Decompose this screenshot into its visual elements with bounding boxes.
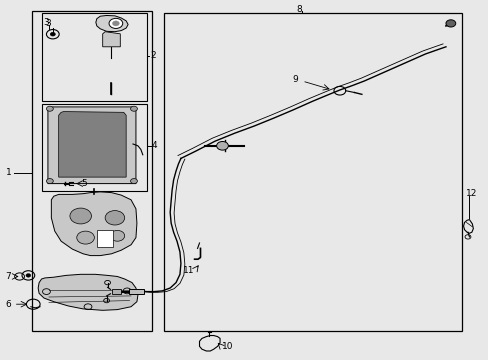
Text: 11: 11 [183,266,194,275]
Circle shape [70,208,91,224]
Circle shape [445,20,455,27]
Polygon shape [48,107,136,184]
Text: 6: 6 [5,300,11,309]
Text: 8: 8 [296,4,302,13]
Circle shape [130,179,137,184]
Polygon shape [96,15,128,32]
Text: 10: 10 [222,342,233,351]
Text: 9: 9 [292,76,298,85]
Bar [97,230,113,247]
Text: 3: 3 [45,19,51,28]
Polygon shape [59,112,126,177]
Circle shape [130,106,137,111]
Text: 5: 5 [81,179,87,188]
Circle shape [46,179,53,184]
Bar [41,13,146,101]
Circle shape [112,21,119,26]
Circle shape [77,231,94,244]
Bar [32,11,151,331]
Polygon shape [38,274,138,310]
Circle shape [109,18,122,28]
Text: 12: 12 [465,189,476,198]
Polygon shape [102,32,120,47]
Text: 7: 7 [5,272,11,281]
Polygon shape [51,192,137,256]
Circle shape [46,106,53,111]
Text: 2: 2 [150,51,156,60]
Circle shape [50,32,55,36]
Text: 4: 4 [151,141,157,150]
Text: 3: 3 [43,18,49,27]
Circle shape [110,230,124,241]
Circle shape [216,141,228,150]
Circle shape [105,211,124,225]
Bar [163,13,461,331]
Bar [41,104,146,191]
Text: 1: 1 [6,168,12,177]
Circle shape [26,274,31,277]
Bar [129,289,144,294]
Bar [112,289,121,294]
